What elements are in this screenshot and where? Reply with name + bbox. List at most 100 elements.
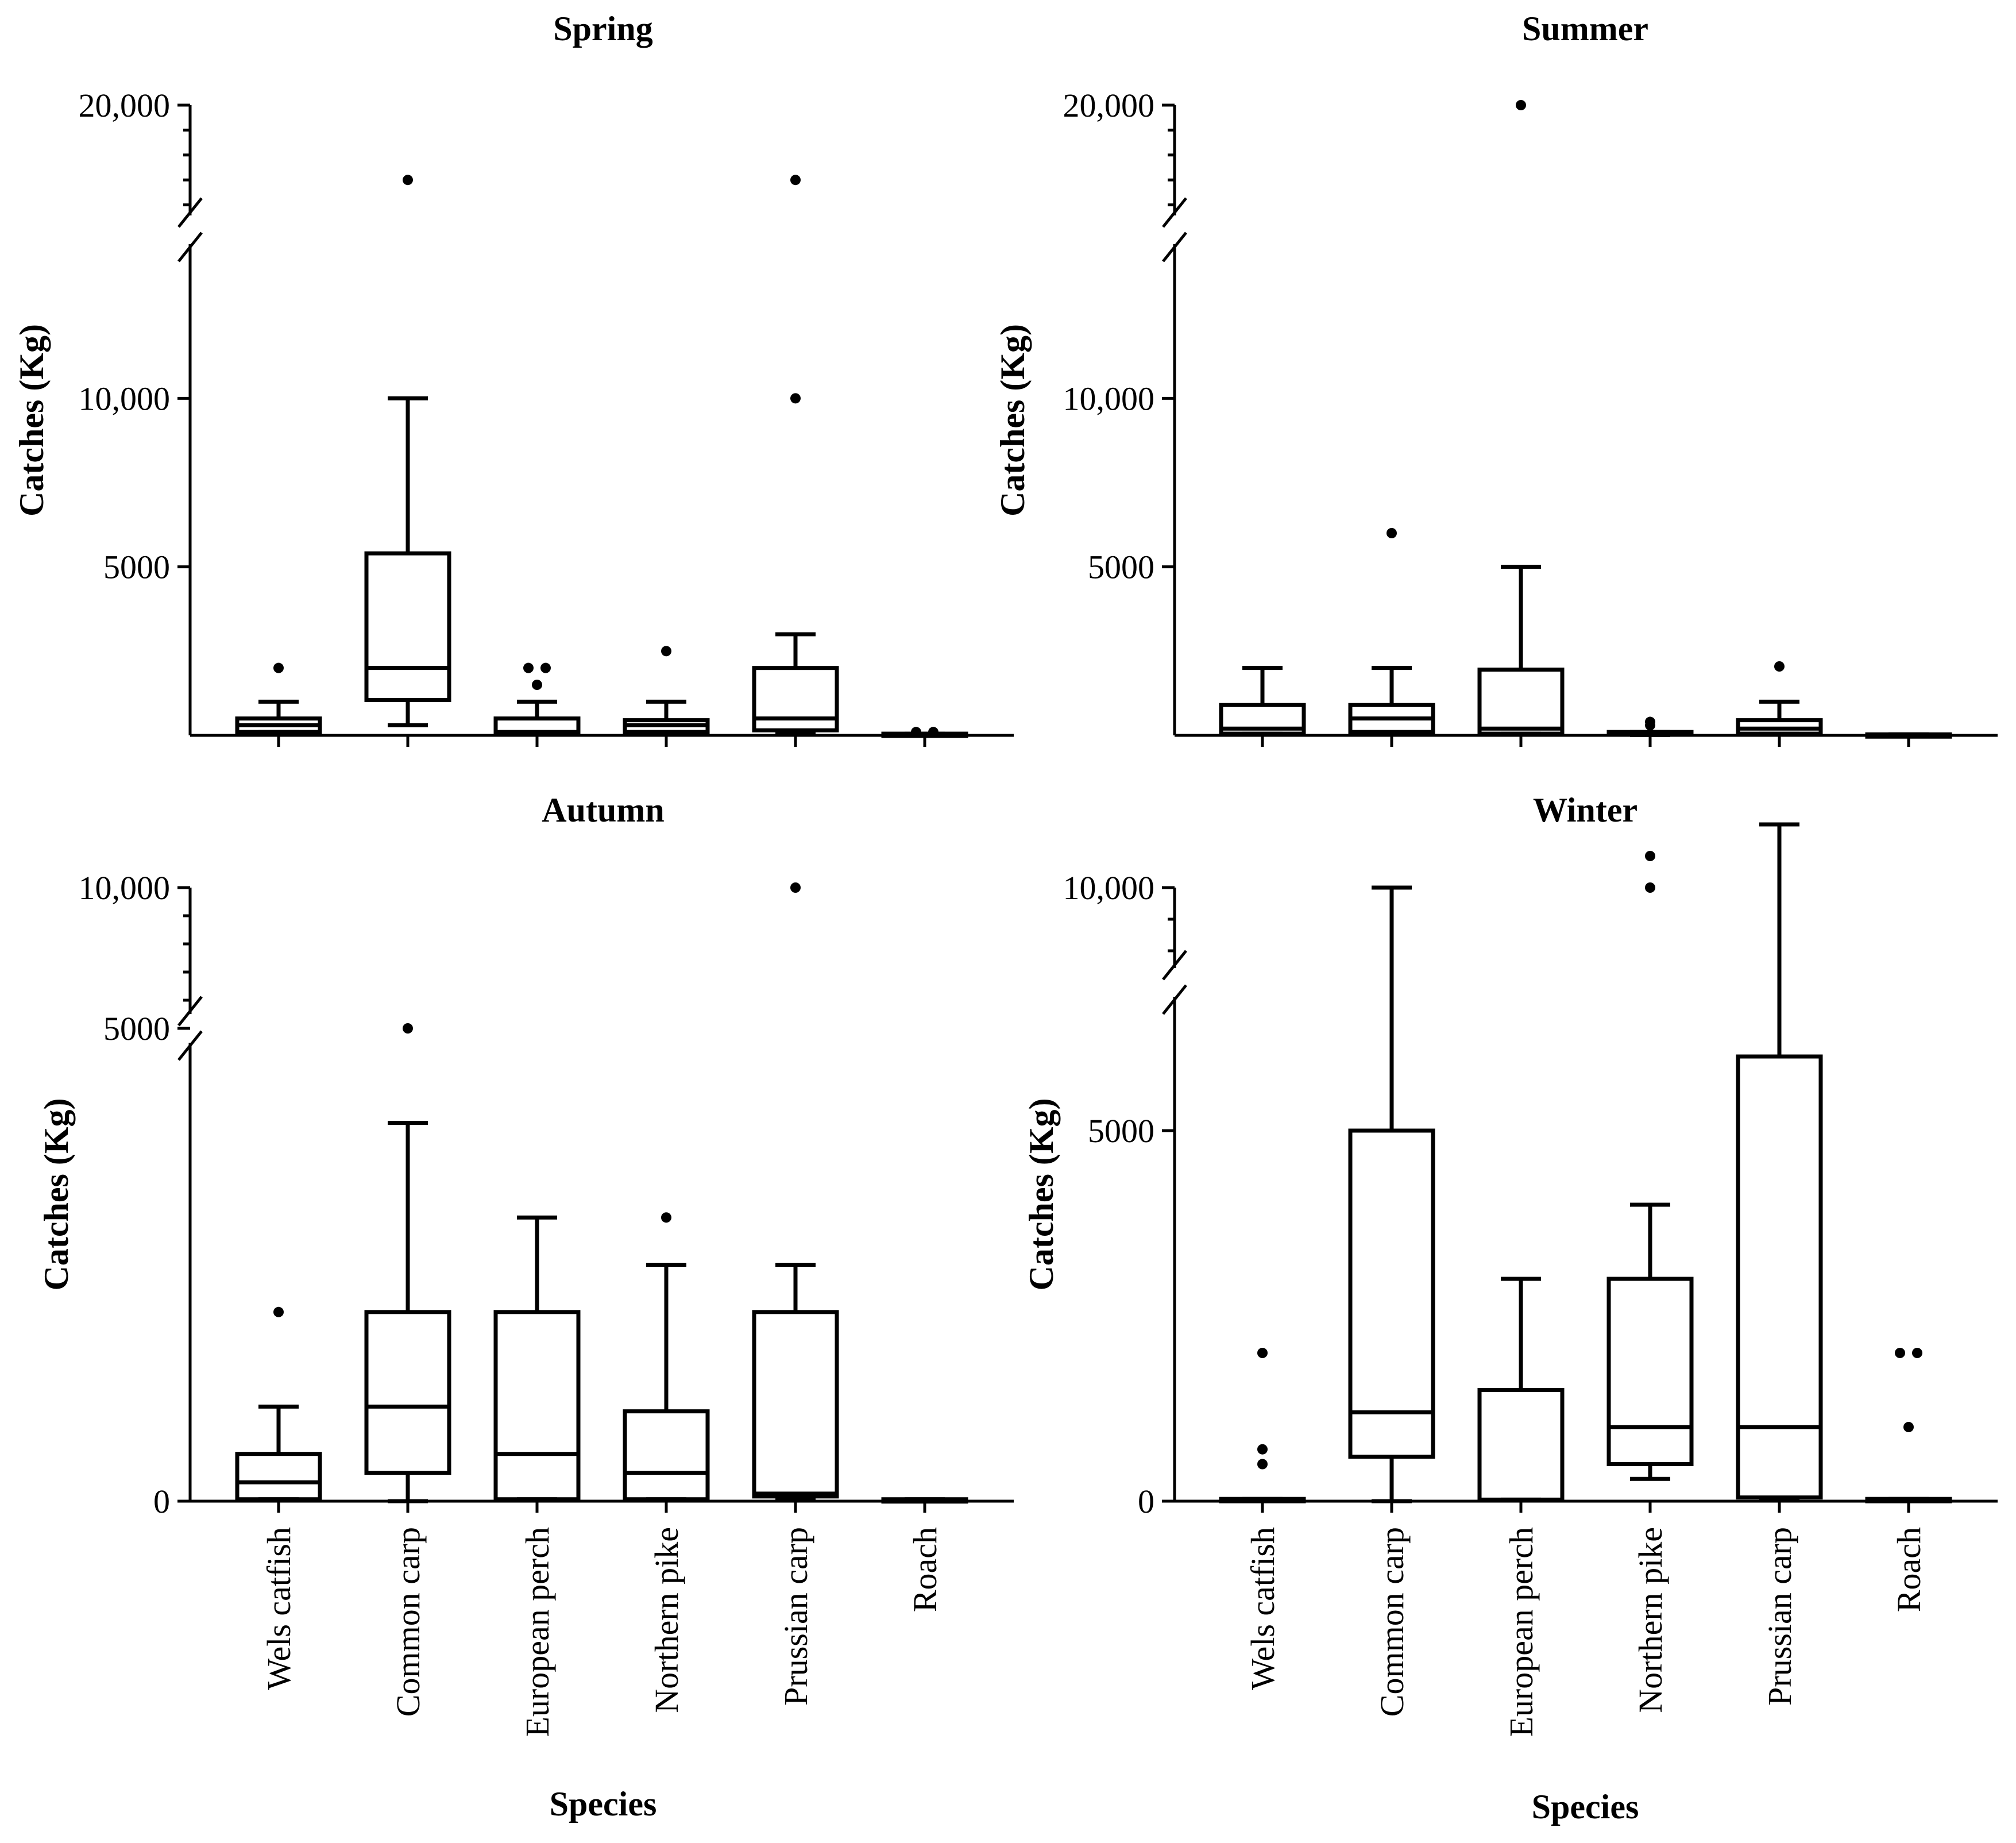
y-tick-label: 5000 (1088, 1112, 1154, 1150)
outlier-point (790, 882, 801, 893)
outlier-point (661, 1212, 671, 1223)
x-tick-label: Roach (906, 1527, 944, 1612)
y-tick-label: 0 (1138, 1483, 1154, 1520)
iqr-box (364, 1310, 451, 1475)
outlier-point (1895, 1348, 1905, 1358)
outlier-point (273, 662, 284, 673)
axis-break-mark (177, 197, 203, 228)
y-tick-label: 20,000 (79, 87, 171, 124)
y-tick-label: 5000 (103, 549, 170, 586)
box-european-perch (493, 662, 581, 736)
x-tick-label: Prussian carp (777, 1527, 814, 1706)
box-wels-catfish (235, 662, 322, 734)
box-common-carp (364, 1023, 451, 1503)
x-tick-label: Prussian carp (1761, 1527, 1798, 1706)
box-common-carp (364, 175, 451, 727)
axis-break-mark (1162, 197, 1187, 228)
box-common-carp (1348, 528, 1435, 736)
box-common-carp (1348, 885, 1435, 1503)
iqr-box (623, 1409, 710, 1502)
iqr-box (493, 1310, 581, 1502)
box-wels-catfish (1219, 666, 1306, 736)
iqr-box (1477, 668, 1565, 736)
x-tick-label: Common carp (1373, 1527, 1411, 1717)
outlier-point (1903, 1422, 1914, 1432)
x-tick-label: European perch (1503, 1527, 1540, 1737)
y-axis-label: Catches (Kg) (13, 324, 51, 516)
panel-title: Spring (553, 10, 652, 48)
panel-title: Summer (1522, 10, 1648, 48)
y-axis-label: Catches (Kg) (994, 324, 1032, 516)
axis-break-mark (1162, 232, 1187, 263)
y-tick-label: 20,000 (1063, 87, 1155, 124)
iqr-box (1348, 1128, 1435, 1459)
box-northern-pike (1606, 716, 1694, 737)
y-tick-label: 0 (153, 1483, 170, 1520)
panel-autumn: Autumn Catches (Kg) 0 5000 10,000 Wels catfis… (37, 791, 1014, 1823)
outlier-point (273, 1306, 284, 1317)
x-tick-label: European perch (519, 1527, 556, 1737)
box-wels-catfish (235, 1306, 322, 1502)
x-tick-label: Northern pike (648, 1527, 685, 1713)
axis-break-mark (177, 1030, 203, 1061)
axis-break-mark (177, 232, 203, 263)
y-tick-label: 10,000 (1063, 869, 1155, 907)
axis-break-mark (1162, 984, 1187, 1015)
box-prussian-carp (752, 175, 839, 736)
box-prussian-carp (1736, 661, 1823, 1502)
x-tick-label: Roach (1890, 1527, 1928, 1612)
box-roach (1865, 1348, 1952, 1503)
box-northern-pike (1606, 851, 1694, 1481)
iqr-box (752, 666, 839, 732)
outlier-point (1257, 1444, 1268, 1455)
outlier-point (928, 727, 939, 738)
axis-break-mark (177, 996, 203, 1027)
outlier-point (1645, 716, 1655, 727)
iqr-box (235, 1452, 322, 1502)
panel-winter: Winter Catches (Kg) 0 5000 10,000 Wels catfis… (1022, 661, 1998, 1826)
y-tick-label: 10,000 (79, 380, 171, 417)
panel-spring: Spring Catches (Kg) 5000 10,000 20,000 (13, 10, 1014, 747)
box-prussian-carp (752, 882, 839, 1502)
outlier-point (540, 662, 551, 673)
outlier-point (790, 175, 801, 186)
outlier-point (1516, 100, 1526, 110)
box-european-perch (1477, 100, 1565, 736)
outlier-point (1387, 528, 1397, 538)
x-tick-label: Northern pike (1632, 1527, 1669, 1713)
x-tick-label: Wels catfish (1244, 1527, 1281, 1690)
box-northern-pike (623, 646, 710, 736)
outlier-point (1774, 661, 1785, 672)
iqr-box (364, 551, 451, 702)
outlier-point (1257, 1459, 1268, 1470)
box-prussian-carp (1736, 699, 1823, 736)
outlier-point (1912, 1348, 1922, 1358)
y-tick-label: 5000 (1088, 549, 1154, 586)
box-european-perch (1477, 1277, 1565, 1502)
y-axis-label: Catches (Kg) (37, 1098, 75, 1291)
y-tick-label: 10,000 (79, 869, 171, 907)
x-axis-label: Species (1532, 1788, 1639, 1826)
outlier-point (1645, 882, 1655, 893)
outlier-point (523, 662, 534, 673)
x-tick-label: Wels catfish (260, 1527, 298, 1690)
iqr-box (1736, 1054, 1823, 1500)
outlier-point (532, 680, 542, 690)
outlier-point (403, 1023, 413, 1034)
iqr-box (1606, 1277, 1694, 1466)
iqr-box (752, 1310, 839, 1499)
box-wels-catfish (1219, 1348, 1306, 1503)
panel-summer: Summer Catches (Kg) 5000 10,000 20,000 (994, 10, 1998, 747)
x-axis-label: Species (550, 1785, 657, 1823)
panel-title: Autumn (542, 791, 664, 829)
axis-break-mark (1162, 950, 1187, 981)
box-northern-pike (623, 1212, 710, 1502)
outlier-point (403, 175, 413, 186)
outlier-point (1257, 1348, 1268, 1358)
box-european-perch (493, 1215, 581, 1502)
outlier-point (661, 646, 671, 657)
y-axis-label: Catches (Kg) (1022, 1098, 1060, 1291)
outlier-point (911, 727, 921, 738)
y-tick-label: 10,000 (1063, 380, 1155, 417)
